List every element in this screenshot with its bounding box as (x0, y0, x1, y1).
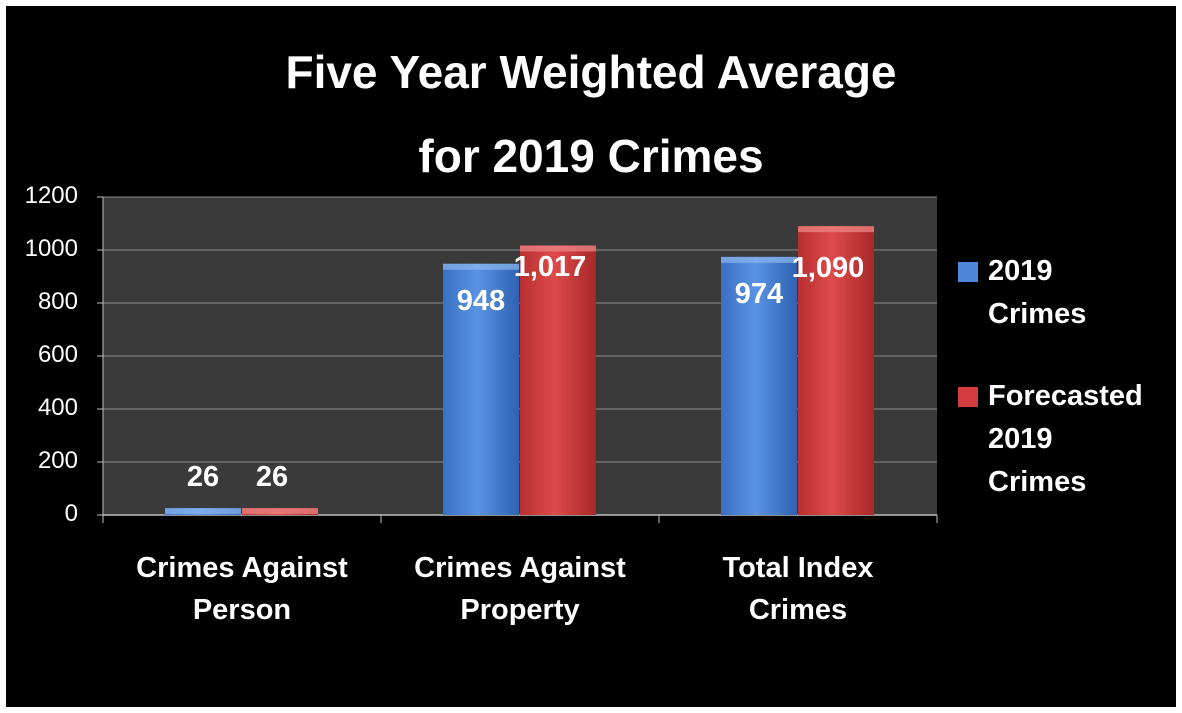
bar-top-bevel (520, 245, 596, 252)
bar-series-0-cat-2 (721, 256, 797, 515)
legend-item-1: Forecasted 2019 Crimes (958, 375, 1143, 504)
bar-top-bevel (443, 263, 519, 270)
data-label-series-0-cat-2: 974 (734, 277, 784, 310)
x-category-label-line: Crimes Against (414, 552, 626, 584)
x-category-label-line: Crimes Against (136, 552, 348, 584)
y-tick-label: 800 (37, 288, 78, 315)
data-label-series-0-cat-0: 26 (186, 461, 220, 494)
bar-top-bevel (798, 226, 874, 233)
bar-series-1-cat-1 (520, 245, 596, 515)
bar-series-0-cat-1 (443, 263, 519, 515)
bar-top-bevel (165, 508, 241, 515)
x-category-label: Total Index Crimes (668, 547, 928, 631)
bar-top-bevel (242, 508, 318, 515)
legend-label: 2019 Crimes (988, 255, 1087, 330)
data-label-series-1-cat-2: 1,090 (791, 252, 865, 285)
data-label-series-1-cat-0: 26 (255, 461, 289, 494)
data-label-series-1-cat-1: 1,017 (513, 251, 587, 284)
bar-series-1-cat-2 (798, 226, 874, 515)
legend-item-0: 2019 Crimes (958, 250, 1086, 336)
x-category-label-line: Property (460, 594, 580, 626)
legend-swatch (958, 262, 978, 282)
chart-title-line-2: for 2019 Crimes (418, 130, 764, 182)
legend-swatch (958, 387, 978, 407)
legend-label: Forecasted 2019 Crimes (988, 380, 1143, 498)
y-tick-label: 1000 (24, 235, 78, 262)
y-tick-label: 600 (37, 341, 78, 368)
bar-top-bevel (721, 256, 797, 263)
x-category-label-line: Total Index (722, 552, 874, 584)
x-category-label-line: Crimes (748, 594, 848, 626)
chart-title-line-1: Five Year Weighted Average (285, 46, 897, 98)
data-label-series-0-cat-1: 948 (456, 284, 506, 317)
x-category-label: Crimes Against Person (112, 547, 372, 631)
x-category-label: Crimes Against Property (390, 547, 650, 631)
y-tick-label: 200 (37, 447, 78, 474)
y-tick-label: 1200 (24, 182, 78, 209)
x-category-label-line: Person (192, 594, 292, 626)
y-tick-label: 0 (64, 500, 78, 527)
y-tick-label: 400 (37, 394, 78, 421)
